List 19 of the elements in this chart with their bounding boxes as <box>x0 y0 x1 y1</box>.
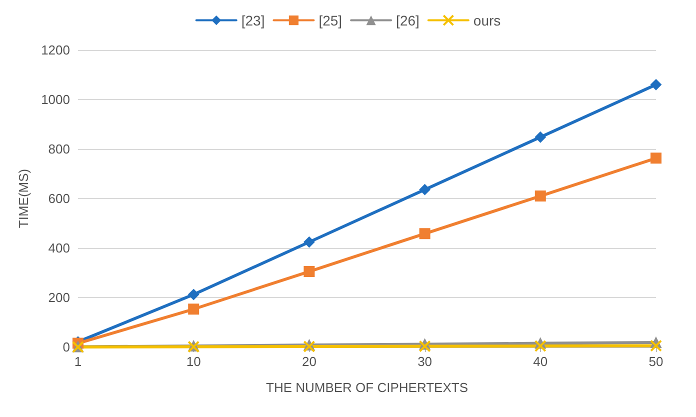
x-axis-title: THE NUMBER OF CIPHERTEXTS <box>266 380 468 395</box>
y-tick-label: 1200 <box>41 42 70 58</box>
x-tick-label: 40 <box>533 354 548 369</box>
y-tick-label: 400 <box>48 240 70 256</box>
x-tick-label: 50 <box>648 354 664 369</box>
y-tick-label: 200 <box>48 290 70 305</box>
y-tick-label: 800 <box>48 142 70 156</box>
x-tick-label: 10 <box>186 354 201 369</box>
y-tick-label: 600 <box>48 191 70 206</box>
legend-label: [25] <box>318 12 342 28</box>
legend-label: [23] <box>241 12 265 28</box>
legend-label: ours <box>473 12 501 28</box>
legend-label: [26] <box>396 12 420 28</box>
x-tick-label: 30 <box>418 354 432 369</box>
x-tick-label: 1 <box>74 354 82 369</box>
x-tick-label: 20 <box>302 354 316 369</box>
y-axis-title: TIME(MS) <box>16 168 31 228</box>
y-tick-label: 1000 <box>41 92 70 107</box>
y-tick-label: 0 <box>62 340 70 354</box>
